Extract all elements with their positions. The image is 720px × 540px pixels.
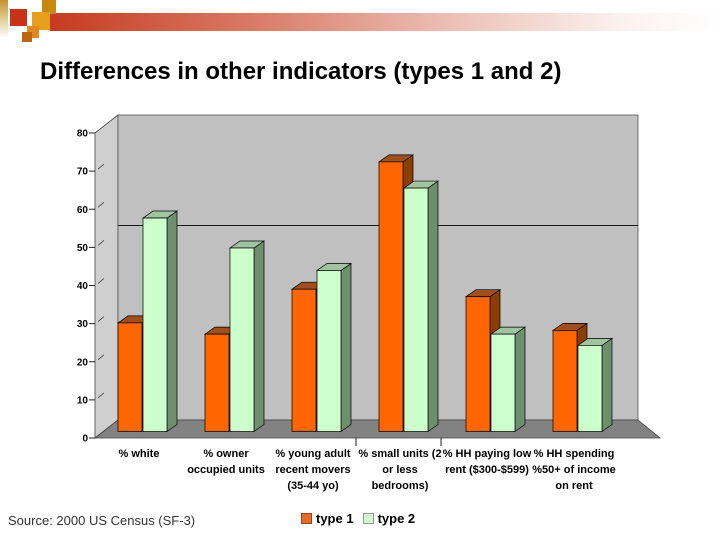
legend-swatch-icon: [362, 513, 374, 524]
decor-square-red: [10, 9, 27, 26]
decor-square-darkorange: [22, 32, 32, 42]
decor-red-gradient-bar: [50, 13, 720, 31]
bar-group-type-2: [489, 326, 527, 433]
y-tick-label: 10: [77, 395, 89, 406]
bar-group-type-1: [377, 154, 415, 433]
chart-side-wall: [94, 114, 119, 439]
slide-title: Differences in other indicators (types 1…: [40, 58, 562, 85]
decor-gradient-strip: [0, 0, 8, 38]
y-tick-3d: [97, 163, 105, 170]
chart-legend: type 1 type 2: [301, 511, 415, 526]
y-tick-label: 80: [77, 129, 89, 140]
y-tick-3d: [97, 201, 105, 208]
y-tick-label: 0: [82, 434, 88, 445]
decor-square-gold: [32, 12, 50, 30]
bar-group-type-2: [315, 262, 353, 433]
y-tick-3d: [97, 354, 105, 361]
y-tick-3d: [97, 316, 105, 322]
legend-item: type 1: [301, 511, 354, 526]
y-tick-label: 40: [77, 281, 89, 292]
decor-square-darkgold: [42, 0, 56, 14]
y-tick-3d: [97, 278, 105, 284]
y-tick-3d: [97, 392, 105, 399]
y-tick-label: 30: [77, 319, 89, 330]
y-tick-label: 70: [77, 167, 89, 178]
bar-group-type-2: [141, 210, 179, 433]
bar-group-type-2: [228, 240, 266, 433]
legend-label: type 1: [316, 511, 354, 526]
y-tick-label: 60: [77, 205, 89, 216]
legend-swatch-icon: [301, 513, 312, 524]
bar-group-type-2: [402, 180, 440, 433]
y-tick-label: 50: [77, 243, 89, 254]
y-tick-label: 20: [77, 357, 89, 368]
legend-label: type 2: [377, 511, 416, 526]
source-note: Source: 2000 US Census (SF-3): [8, 513, 196, 528]
bar-group-type-2: [576, 337, 614, 433]
y-tick-3d: [97, 240, 105, 246]
legend-item: type 2: [362, 511, 416, 526]
